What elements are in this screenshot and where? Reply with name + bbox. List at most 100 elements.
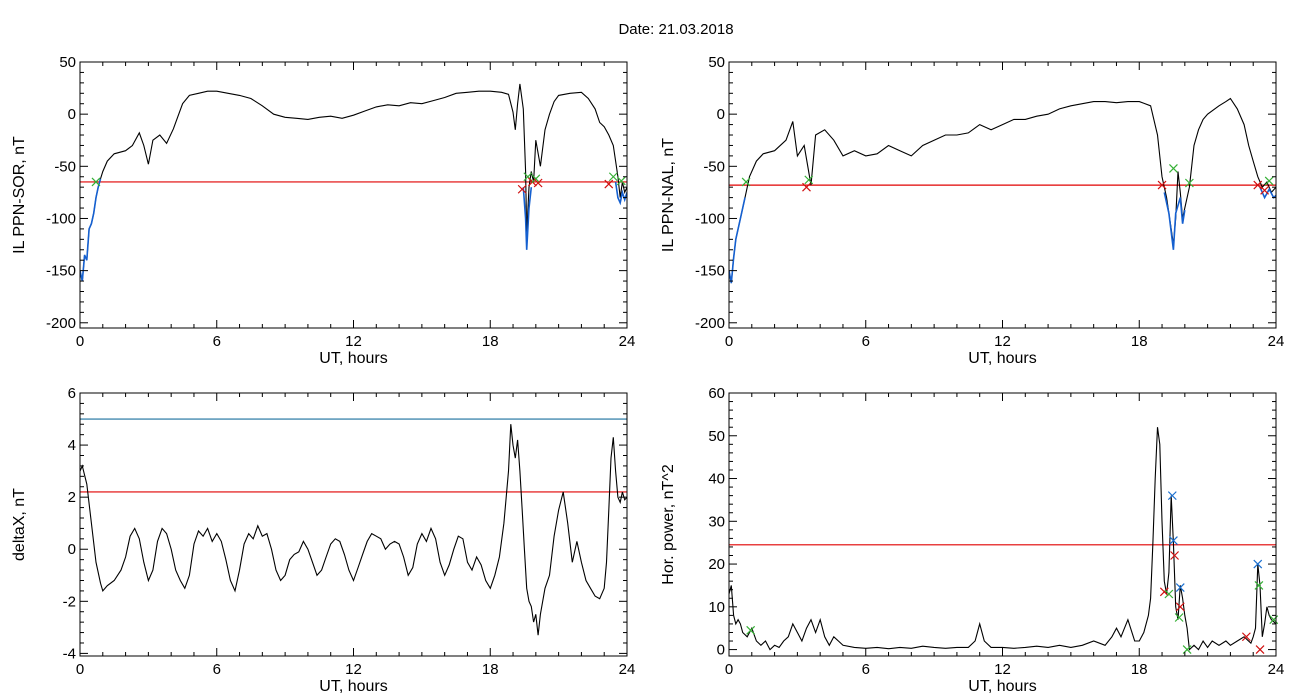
event-marker bbox=[608, 172, 618, 182]
highlight-segment bbox=[614, 181, 627, 206]
x-tick-label: 24 bbox=[619, 333, 636, 350]
event-marker bbox=[1255, 645, 1265, 655]
event-marker bbox=[533, 178, 543, 188]
event-marker bbox=[1241, 632, 1251, 642]
event-marker bbox=[1159, 587, 1169, 597]
y-tick-label: 30 bbox=[708, 513, 725, 530]
event-marker bbox=[517, 184, 527, 194]
series-line bbox=[729, 427, 1276, 651]
event-marker bbox=[616, 176, 626, 186]
y-tick-label: 50 bbox=[59, 54, 76, 71]
y-tick-label: 20 bbox=[708, 556, 725, 573]
event-marker bbox=[1169, 536, 1178, 545]
highlight-segment bbox=[1259, 186, 1276, 200]
panel-ppn-nal: 0 6 12 18 24 50 0 -50 -100 -150 -200 UT, hours IL PP… bbox=[660, 54, 1284, 367]
y-tick-label: 0 bbox=[717, 642, 725, 659]
panel-ppn-sor: 0 6 12 18 24 50 0 -50 -100 -150 -200 UT, hours IL PP… bbox=[11, 54, 635, 367]
x-tick-label: 0 bbox=[725, 661, 733, 678]
y-axis-title: IL PPN-SOR, nT bbox=[11, 136, 28, 254]
x-tick-label: 18 bbox=[1131, 661, 1148, 678]
event-marker bbox=[1264, 176, 1274, 186]
y-tick-label: -100 bbox=[695, 210, 725, 227]
x-tick-label: 0 bbox=[76, 661, 84, 678]
event-marker bbox=[804, 175, 814, 185]
x-tick-label: 0 bbox=[76, 333, 84, 350]
event-marker bbox=[1253, 559, 1263, 569]
x-tick-label: 6 bbox=[862, 661, 870, 678]
y-axis-title: deltaX, nT bbox=[11, 488, 28, 561]
y-tick-label: 6 bbox=[68, 385, 76, 402]
highlight-segment bbox=[80, 178, 102, 282]
y-tick-label: 40 bbox=[708, 471, 725, 488]
event-marker bbox=[604, 179, 614, 189]
y-tick-label: -100 bbox=[46, 210, 76, 227]
y-tick-label: -150 bbox=[46, 263, 76, 280]
y-tick-label: -150 bbox=[695, 263, 725, 280]
x-tick-label: 18 bbox=[1131, 333, 1148, 350]
y-tick-label: 60 bbox=[708, 385, 725, 402]
x-tick-label: 12 bbox=[994, 333, 1011, 350]
series-line bbox=[80, 83, 627, 282]
figure-title: Date: 21.03.2018 bbox=[618, 21, 733, 38]
y-tick-label: -200 bbox=[695, 315, 725, 332]
y-tick-label: 10 bbox=[708, 599, 725, 616]
y-tick-label: 2 bbox=[68, 489, 76, 506]
y-tick-label: -4 bbox=[63, 645, 76, 662]
event-marker bbox=[1164, 589, 1174, 599]
x-axis-title: UT, hours bbox=[968, 350, 1036, 367]
event-marker bbox=[802, 182, 811, 192]
x-tick-label: 12 bbox=[994, 661, 1011, 678]
x-tick-label: 12 bbox=[345, 333, 362, 350]
x-tick-label: 24 bbox=[619, 661, 636, 678]
x-tick-label: 12 bbox=[345, 661, 362, 678]
y-tick-label: 0 bbox=[68, 106, 76, 123]
plot-frame bbox=[79, 392, 628, 657]
y-tick-label: -2 bbox=[63, 593, 76, 610]
event-marker bbox=[1175, 602, 1185, 612]
plot-frame bbox=[79, 61, 628, 329]
event-marker bbox=[1184, 178, 1194, 188]
y-tick-label: -200 bbox=[46, 315, 76, 332]
y-tick-label: 50 bbox=[708, 54, 725, 71]
event-marker bbox=[1169, 163, 1178, 173]
x-axis-title: UT, hours bbox=[319, 678, 387, 695]
panel-deltax: 0 6 12 18 24 6 4 2 0 -2 -4 UT, hours deltaX, nT bbox=[11, 385, 635, 695]
x-tick-label: 24 bbox=[1268, 661, 1285, 678]
highlight-segment bbox=[522, 187, 533, 250]
y-tick-label: -50 bbox=[703, 158, 725, 175]
plot-frame bbox=[728, 61, 1277, 329]
x-tick-label: 6 bbox=[862, 333, 870, 350]
y-tick-label: 0 bbox=[717, 106, 725, 123]
event-marker bbox=[91, 177, 101, 187]
x-axis-title: UT, hours bbox=[968, 678, 1036, 695]
event-marker bbox=[1253, 180, 1263, 190]
event-marker bbox=[1260, 185, 1270, 195]
y-axis-title: Hor. power, nT^2 bbox=[660, 464, 677, 585]
highlight-segment bbox=[1163, 192, 1186, 250]
y-tick-label: 50 bbox=[708, 428, 725, 445]
x-tick-label: 18 bbox=[482, 661, 499, 678]
event-marker bbox=[1167, 491, 1177, 501]
event-marker bbox=[1157, 180, 1167, 190]
y-tick-label: -50 bbox=[54, 158, 76, 175]
event-marker bbox=[1170, 551, 1180, 560]
series-line bbox=[729, 97, 1276, 284]
x-tick-label: 24 bbox=[1268, 333, 1285, 350]
y-tick-label: 4 bbox=[68, 437, 76, 454]
event-marker bbox=[1254, 581, 1264, 590]
panel-hor-power: 0 6 12 18 24 60 50 40 30 20 10 0 UT, hours Hor. power… bbox=[660, 385, 1284, 695]
x-tick-label: 6 bbox=[213, 661, 221, 678]
y-tick-label: 0 bbox=[68, 541, 76, 558]
x-tick-label: 18 bbox=[482, 333, 499, 350]
x-tick-label: 0 bbox=[725, 333, 733, 350]
series-line bbox=[80, 424, 627, 636]
y-axis-title: IL PPN-NAL, nT bbox=[660, 138, 677, 252]
x-axis-title: UT, hours bbox=[319, 350, 387, 367]
event-marker bbox=[741, 177, 751, 187]
event-marker bbox=[746, 625, 756, 635]
plot-frame bbox=[728, 392, 1277, 657]
event-marker bbox=[1174, 613, 1184, 622]
event-marker bbox=[531, 174, 541, 184]
event-marker bbox=[1175, 583, 1185, 593]
